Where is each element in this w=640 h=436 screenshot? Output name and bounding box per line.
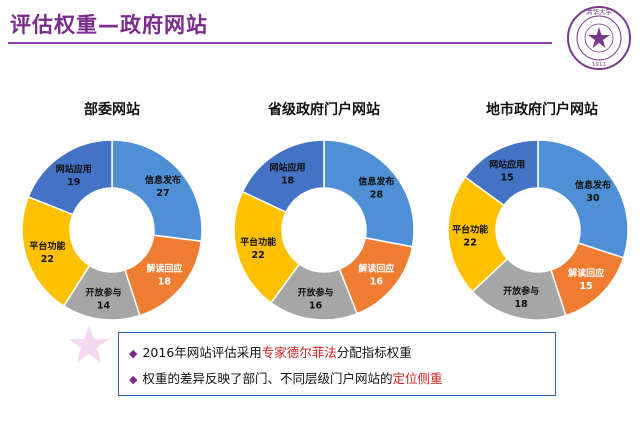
slice-label-kaifang-canyu: 开放参与	[503, 285, 539, 297]
slice-label-jiedu-huiying: 解读回应	[568, 267, 604, 279]
slice-label-pingtai-gongneng: 平台功能	[452, 223, 488, 235]
slice-label-wangzhan-yingyong: 网站应用	[56, 163, 92, 175]
slice-value-kaifang-canyu: 14	[97, 300, 111, 311]
slice-value-pingtai-gongneng: 22	[252, 250, 265, 261]
slice-label-xinxi-fabu: 信息发布	[575, 179, 611, 191]
donut-slice-xinxi-fabu	[111, 139, 203, 243]
slice-value-kaifang-canyu: 18	[514, 299, 528, 310]
note-1-text-end: 分配指标权重	[336, 345, 412, 360]
donut-slice-pingtai-gongneng	[447, 176, 509, 293]
slice-label-wangzhan-yingyong: 网站应用	[270, 162, 306, 174]
slice-label-xinxi-fabu: 信息发布	[145, 174, 181, 186]
university-seal-icon: 清华大学 1911	[567, 6, 631, 70]
donut-chart-province: 信息发布 28 解读回应 16 开放参与 16 平台功能 22 网站应用 18	[233, 139, 415, 321]
slice-label-jiedu-huiying: 解读回应	[358, 262, 394, 274]
slide-title: 评估权重—政府网站	[10, 13, 208, 37]
slice-value-kaifang-canyu: 16	[309, 300, 323, 311]
note-2-highlight: 定位侧重	[392, 371, 443, 386]
donut-slice-xinxi-fabu	[537, 139, 629, 259]
donut-slice-xinxi-fabu	[323, 139, 415, 248]
title-divider	[8, 42, 552, 44]
slice-value-xinxi-fabu: 30	[586, 193, 600, 204]
slice-label-pingtai-gongneng: 平台功能	[29, 240, 65, 252]
note-line-1: ◆ 2016年网站评估采用专家德尔菲法分配指标权重	[129, 342, 412, 361]
slice-value-jiedu-huiying: 18	[158, 276, 172, 287]
donut-slice-wangzhan-yingyong	[241, 139, 325, 214]
slice-label-wangzhan-yingyong: 网站应用	[489, 158, 525, 170]
donut-chart-city: 信息发布 30 解读回应 15 开放参与 18 平台功能 22 网站应用 15	[447, 139, 629, 321]
note-2-text: 权重的差异反映了部门、不同层级门户网站的	[142, 371, 393, 386]
slice-value-wangzhan-yingyong: 15	[501, 172, 514, 183]
seal-top-text: 清华大学	[586, 7, 613, 16]
donut-chart-ministry: 信息发布 27 解读回应 18 开放参与 14 平台功能 22 网站应用 19	[21, 139, 203, 321]
chart-title-ministry: 部委网站	[84, 102, 140, 118]
slice-value-pingtai-gongneng: 22	[464, 237, 477, 248]
slice-value-jiedu-huiying: 15	[579, 281, 592, 292]
slice-value-pingtai-gongneng: 22	[41, 254, 54, 265]
donut-slice-wangzhan-yingyong	[464, 139, 539, 207]
donut-slice-pingtai-gongneng	[21, 195, 91, 308]
slice-label-kaifang-canyu: 开放参与	[85, 286, 121, 298]
note-1-text: 2016年网站评估采用	[142, 345, 262, 360]
slice-label-xinxi-fabu: 信息发布	[358, 176, 394, 188]
seal-year: 1911	[592, 62, 606, 68]
slice-value-xinxi-fabu: 28	[370, 190, 384, 201]
chart-title-province: 省级政府门户网站	[268, 102, 380, 118]
slice-value-wangzhan-yingyong: 18	[281, 176, 295, 187]
chart-title-city: 地市政府门户网站	[486, 102, 598, 118]
slice-label-kaifang-canyu: 开放参与	[297, 286, 333, 298]
diamond-bullet-icon: ◆	[129, 347, 138, 360]
note-line-2: ◆ 权重的差异反映了部门、不同层级门户网站的定位侧重	[129, 368, 443, 387]
decorative-star-icon	[69, 325, 109, 363]
slice-label-jiedu-huiying: 解读回应	[146, 262, 182, 274]
diamond-bullet-icon: ◆	[129, 373, 138, 386]
slice-value-xinxi-fabu: 27	[156, 188, 169, 199]
slice-value-wangzhan-yingyong: 19	[67, 177, 80, 188]
slice-label-pingtai-gongneng: 平台功能	[240, 236, 276, 248]
donut-slice-wangzhan-yingyong	[27, 139, 113, 216]
donut-slice-pingtai-gongneng	[233, 190, 301, 304]
notes-box: ◆ 2016年网站评估采用专家德尔菲法分配指标权重 ◆ 权重的差异反映了部门、不同层…	[118, 332, 556, 396]
note-1-highlight: 专家德尔菲法	[261, 345, 337, 360]
slice-value-jiedu-huiying: 16	[370, 276, 384, 287]
